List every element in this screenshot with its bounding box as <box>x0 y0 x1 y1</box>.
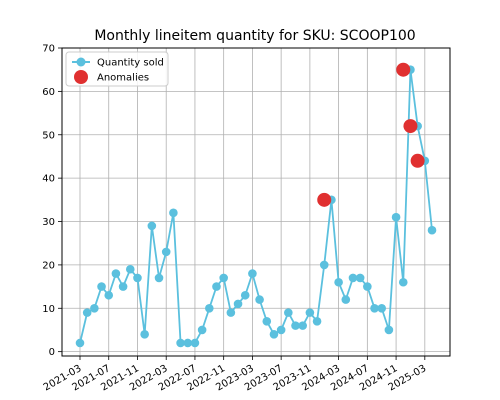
point-quantity-sold <box>312 316 322 326</box>
point-quantity-sold <box>298 321 307 330</box>
point-quantity-sold <box>140 330 149 339</box>
point-quantity-sold <box>82 308 92 317</box>
point-quantity-sold <box>319 260 329 270</box>
point-quantity-sold <box>226 308 236 317</box>
point-anomaly <box>403 119 418 134</box>
legend-label-anomalies: Anomalies <box>97 73 149 84</box>
point-quantity-sold <box>111 269 121 278</box>
point-quantity-sold <box>334 277 343 287</box>
point-quantity-sold <box>183 338 193 348</box>
point-quantity-sold <box>255 295 264 304</box>
point-quantity-sold <box>377 303 387 313</box>
chart-title: Monthly lineitem quantity for SKU: SCOOP… <box>94 28 415 44</box>
point-quantity-sold <box>348 273 358 283</box>
legend-marker-quantity <box>76 57 86 67</box>
point-quantity-sold <box>398 277 408 287</box>
point-quantity-sold <box>305 308 315 317</box>
point-quantity-sold <box>212 282 221 291</box>
point-quantity-sold <box>176 338 185 348</box>
point-quantity-sold <box>205 303 214 313</box>
point-quantity-sold <box>147 221 157 231</box>
point-quantity-sold <box>233 299 243 309</box>
y-tick-label: 0 <box>49 347 55 358</box>
point-quantity-sold <box>248 269 257 278</box>
point-quantity-sold <box>118 282 128 291</box>
point-quantity-sold <box>133 273 142 283</box>
point-quantity-sold <box>262 316 272 326</box>
point-quantity-sold <box>370 303 379 313</box>
y-tick-label: 50 <box>42 130 55 141</box>
axes <box>61 47 451 357</box>
legend-box <box>65 51 169 87</box>
y-tick-label: 60 <box>42 87 55 98</box>
point-quantity-sold <box>104 290 114 300</box>
point-quantity-sold <box>161 247 171 257</box>
plot-frame <box>61 47 451 357</box>
point-anomaly <box>410 153 425 168</box>
point-anomaly <box>317 192 332 207</box>
point-quantity-sold <box>291 321 300 330</box>
point-quantity-sold <box>363 282 372 291</box>
point-anomaly <box>396 62 411 77</box>
point-quantity-sold <box>125 264 135 274</box>
legend-marker-anomalies <box>74 70 88 84</box>
point-quantity-sold <box>355 273 365 283</box>
legend-label-quantity: Quantity sold <box>97 58 164 69</box>
point-quantity-sold <box>269 330 279 339</box>
y-tick-label: 40 <box>42 174 55 185</box>
y-tick-label: 30 <box>42 217 55 228</box>
y-tick-label: 10 <box>42 304 55 315</box>
point-quantity-sold <box>384 325 394 335</box>
series <box>75 62 437 348</box>
point-quantity-sold <box>197 325 207 335</box>
point-quantity-sold <box>190 338 200 348</box>
point-quantity-sold <box>276 325 286 335</box>
point-quantity-sold <box>284 308 293 317</box>
point-quantity-sold <box>219 273 228 283</box>
point-quantity-sold <box>97 282 106 291</box>
point-quantity-sold <box>341 295 351 304</box>
y-tick-label: 70 <box>42 44 55 55</box>
point-quantity-sold <box>169 208 178 218</box>
y-tick-label: 20 <box>42 260 55 271</box>
point-quantity-sold <box>75 338 85 348</box>
point-quantity-sold <box>154 273 164 283</box>
point-quantity-sold <box>391 212 401 222</box>
point-quantity-sold <box>427 225 437 235</box>
legend: Quantity sold Anomalies <box>65 51 169 87</box>
point-quantity-sold <box>90 303 99 313</box>
point-quantity-sold <box>240 290 250 300</box>
